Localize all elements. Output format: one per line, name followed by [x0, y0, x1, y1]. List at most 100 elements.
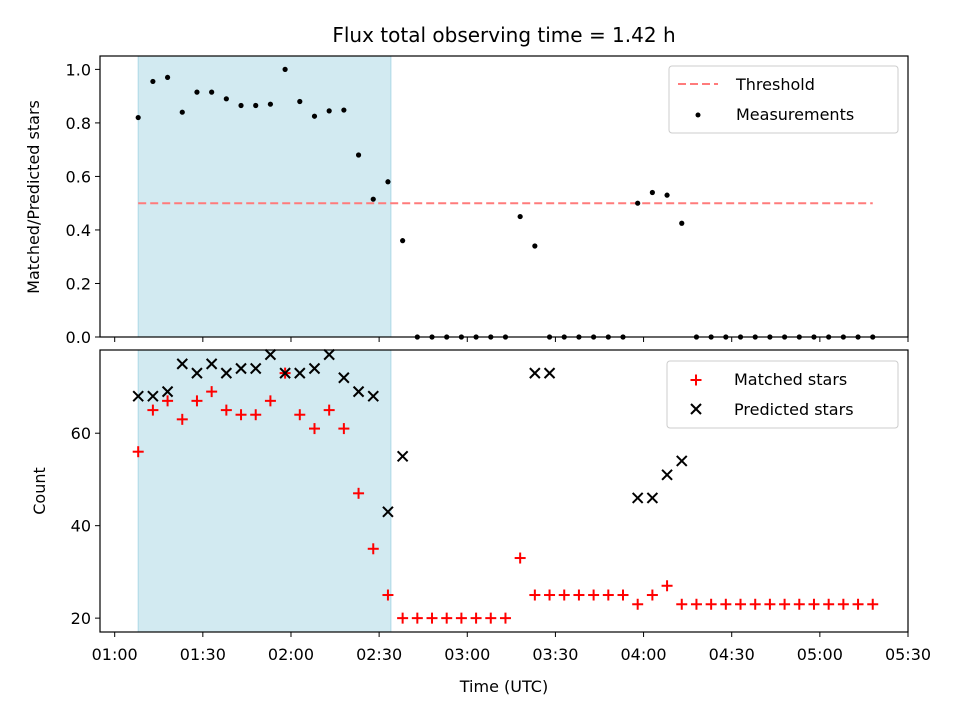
matched-star-point: [485, 612, 497, 624]
matched-star-point: [749, 598, 761, 610]
ratio-legend: Threshold Measurements: [668, 65, 899, 134]
legend-measurements-label: Measurements: [736, 105, 854, 124]
matched-star-point: [632, 598, 644, 610]
measurement-point: [679, 220, 685, 226]
predicted-star-point: [308, 362, 321, 375]
predicted-star-point: [176, 358, 188, 370]
measurement-point: [179, 109, 185, 115]
matched-star-point: [397, 612, 409, 624]
matched-star-point: [499, 612, 511, 624]
matched-star-point: [676, 598, 688, 610]
predicted-star-point: [323, 348, 335, 361]
matched-star-point: [720, 598, 732, 610]
predicted-star-point: [529, 367, 541, 379]
matched-star-point: [426, 612, 438, 624]
matched-star-point: [602, 589, 614, 601]
count-y-tick-label: 60: [71, 424, 91, 443]
matched-star-point: [455, 612, 467, 624]
predicted-star-point: [367, 390, 379, 402]
predicted-star-point: [396, 450, 409, 463]
x-tick-label: 05:00: [797, 645, 843, 664]
matched-star-point: [235, 409, 247, 421]
matched-star-point: [793, 598, 805, 610]
count-observing-window: [137, 349, 392, 633]
measurement-point: [664, 192, 670, 198]
predicted-star-point: [147, 390, 159, 402]
measurement-point: [267, 101, 274, 107]
matched-star-point: [617, 589, 629, 601]
legend-matched-label: Matched stars: [734, 370, 847, 389]
measurement-point: [385, 179, 391, 185]
count-axes-frame: [99, 349, 909, 633]
matched-star-point: [338, 423, 350, 435]
matched-star-point: [220, 404, 232, 416]
x-tick-label: 05:30: [885, 645, 931, 664]
x-tick-label: 01:00: [92, 645, 138, 664]
measurement-point: [355, 152, 362, 158]
ratio-y-tick-label: 0.8: [66, 114, 91, 133]
measurement-point: [223, 96, 229, 102]
measurement-point: [311, 113, 318, 119]
measurement-point: [238, 102, 244, 109]
predicted-star-point: [294, 367, 306, 379]
measurement-point: [532, 243, 538, 249]
predicted-star-point: [161, 385, 174, 398]
x-tick-label: 04:30: [709, 645, 755, 664]
x-tick-label: 04:00: [621, 645, 667, 664]
count-y-tick-label: 20: [71, 609, 91, 628]
ratio-y-tick-label: 0.4: [66, 221, 91, 240]
matched-star-point: [867, 598, 879, 610]
count-panel: 20 40 60 Count Matched stars Predicted sta…: [30, 348, 909, 633]
matched-star-point: [558, 589, 570, 601]
predicted-star-point: [279, 367, 291, 379]
count-legend-box: [666, 360, 899, 429]
matched-star-point: [176, 413, 188, 425]
ratio-axes-frame: [99, 55, 909, 338]
matched-star-point: [779, 598, 791, 610]
legend-matched-swatch: [690, 374, 702, 386]
matched-star-point: [441, 612, 453, 624]
measurement-point: [282, 66, 288, 72]
predicted-star-point: [338, 372, 350, 384]
matched-star-point: [852, 598, 864, 610]
matched-star-point: [705, 598, 717, 610]
measurement-point: [517, 213, 523, 220]
predicted-star-point: [191, 367, 203, 379]
matched-star-point: [264, 395, 276, 407]
matched-star-point: [588, 589, 600, 601]
matched-star-point: [529, 589, 541, 601]
ratio-panel: 0.0 0.2 0.4 0.6 0.8 1.0 Matched/Predicted sta…: [24, 55, 909, 347]
legend-threshold-label: Threshold: [735, 75, 815, 94]
matched-star-point: [573, 589, 585, 601]
measurement-point: [135, 114, 141, 121]
matched-star-point: [808, 598, 820, 610]
legend-predicted-label: Predicted stars: [734, 400, 854, 419]
measurement-point: [164, 74, 171, 81]
matched-star-point: [646, 589, 658, 601]
measurement-point: [150, 78, 156, 85]
matched-star-point: [382, 589, 394, 601]
predicted-star-point: [646, 492, 659, 504]
matched-star-point: [764, 598, 776, 610]
matched-star-point: [514, 552, 526, 564]
matched-star-point: [661, 580, 673, 592]
matched-star-point: [132, 446, 144, 458]
measurement-point: [194, 89, 200, 95]
count-y-axis-label: Count: [30, 467, 49, 515]
predicted-star-point: [264, 348, 277, 361]
x-tick-label: 03:00: [444, 645, 490, 664]
measurement-point: [649, 189, 655, 196]
count-legend: Matched stars Predicted stars: [666, 360, 899, 429]
predicted-star-point: [220, 367, 233, 379]
predicted-star-point: [205, 358, 218, 370]
x-tick-label: 03:30: [532, 645, 578, 664]
x-tick-label: 01:30: [180, 645, 226, 664]
x-tick-label: 02:30: [356, 645, 402, 664]
measurement-point: [370, 196, 376, 202]
matched-star-point: [544, 589, 556, 601]
predicted-star-point: [382, 506, 394, 518]
measurement-point: [341, 107, 347, 113]
legend-predicted-swatch: [690, 403, 702, 415]
matched-star-point: [323, 404, 335, 416]
chart-title: Flux total observing time = 1.42 h: [332, 23, 675, 47]
